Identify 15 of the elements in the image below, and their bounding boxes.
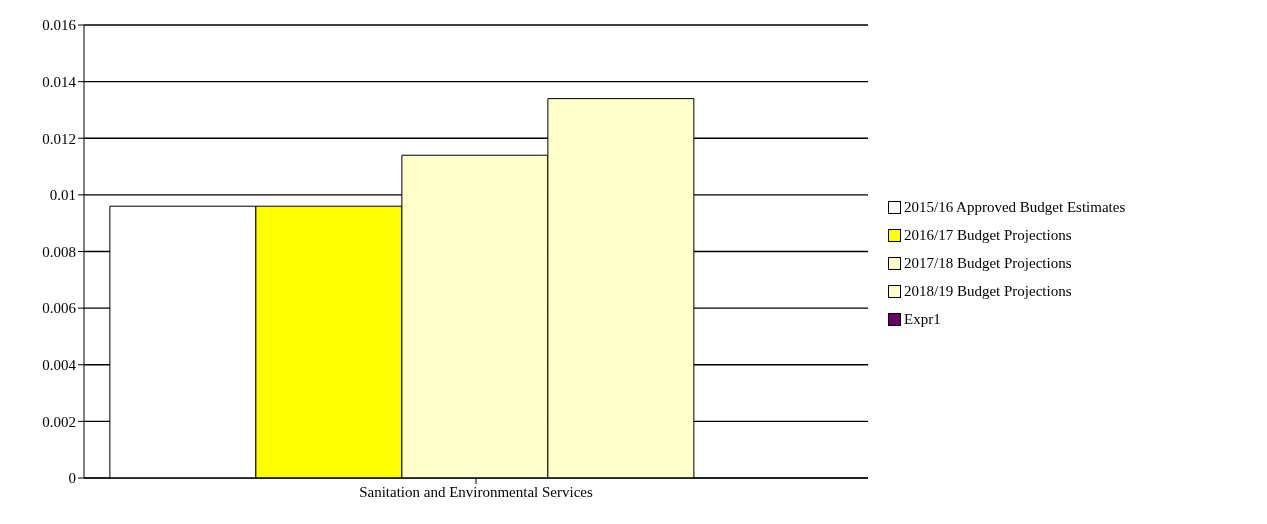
legend-label: 2017/18 Budget Projections	[904, 254, 1072, 273]
legend-label: 2016/17 Budget Projections	[904, 226, 1072, 245]
y-tick-label: 0.004	[42, 357, 77, 374]
x-tick-label: Sanitation and Environmental Services	[359, 483, 593, 500]
legend-label: 2018/19 Budget Projections	[904, 282, 1072, 301]
legend-label: Expr1	[904, 310, 941, 329]
y-tick-label: 0.014	[42, 73, 77, 90]
y-tick-label: 0	[68, 470, 76, 487]
y-tick-label: 0.01	[49, 187, 76, 204]
y-tick-label: 0.006	[42, 300, 77, 317]
legend-label: 2015/16 Approved Budget Estimates	[904, 198, 1126, 217]
y-tick-label: 0.016	[42, 17, 77, 34]
y-tick-label: 0.002	[42, 413, 76, 430]
y-tick-label: 0.008	[42, 243, 76, 260]
y-tick-label: 0.012	[42, 130, 76, 147]
